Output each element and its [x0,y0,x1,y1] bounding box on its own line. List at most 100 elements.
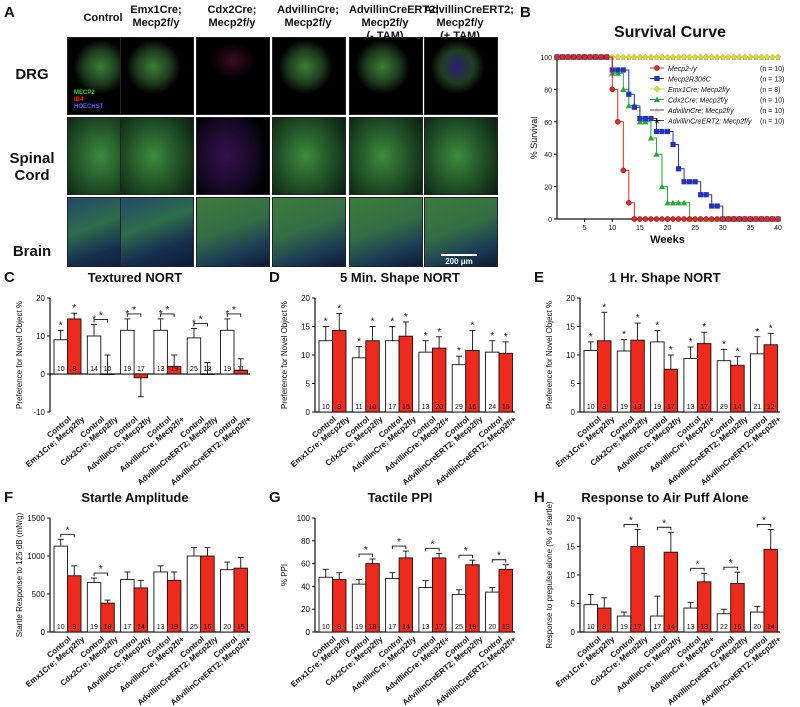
survival-point [664,199,671,206]
significance-star: * [165,305,169,316]
significance-star: * [364,545,368,556]
survival-point [620,167,627,174]
n-label: 16 [734,624,742,631]
significance-star: * [72,303,76,314]
n-label: 18 [700,624,708,631]
survival-point [664,53,671,61]
panel-letter: C [4,269,15,286]
survival-point [709,203,715,209]
survival-point [731,216,737,222]
n-label: 8 [602,404,606,411]
survival-point [631,104,637,110]
n-label: 12 [767,404,775,411]
n-label: 13 [687,404,695,411]
n-label: 11 [355,404,362,411]
survival-point [636,118,643,125]
survival-point [642,216,649,222]
significance-star: * [695,559,699,570]
scale-bar-line [441,254,477,256]
survival-point [637,115,643,122]
mutant-bar [630,339,645,413]
survival-point [653,151,660,157]
survival-x-tick-label: 10 [608,225,616,232]
y-tick-label: 5 [306,380,311,389]
survival-point [614,119,621,125]
control-bar [186,555,202,633]
survival-y-tick-label: 20 [544,185,552,192]
mutant-bar [398,335,414,413]
survival-x-tick-label: 15 [636,225,644,232]
n-label: 15 [237,624,245,631]
significance-star: * [390,317,394,328]
y-tick-label: 20 [566,514,575,523]
legend-series-name: Emx1Cre; Mecp2f/y [668,87,730,94]
significance-bracket [358,553,373,558]
survival-point [626,199,632,206]
y-tick-label: 20 [301,294,310,303]
survival-point [687,179,693,185]
survival-point [609,86,616,93]
mutant-bar [365,563,380,633]
panel-title: 5 Min. Shape NORT [340,270,460,285]
survival-point [774,53,782,61]
y-axis-label: % PPI [280,564,289,586]
survival-point [714,203,720,209]
survival-point [730,53,738,61]
survival-chart-title: Survival Curve [613,24,727,41]
n-label: 18 [469,624,477,631]
survival-point [631,53,638,61]
survival-point [658,183,666,190]
panel-title: Tactile PPI [368,490,433,505]
y-tick-label: 10 [566,351,575,360]
significance-star: * [470,320,474,331]
survival-point [603,54,610,60]
n-label: 20 [488,624,496,631]
significance-star: * [430,539,434,550]
significance-star: * [464,546,468,557]
n-label: 17 [388,404,396,411]
survival-point [653,128,660,135]
survival-point [724,53,732,61]
column-header-line: Mecp2f/y [361,17,409,29]
n-label: 13 [422,624,430,631]
n-label: 8 [72,366,76,373]
significance-bracket [458,554,473,559]
mutant-bar [597,340,612,413]
significance-star: * [655,320,659,331]
survival-point [587,54,593,60]
survival-point: ★ [653,117,660,126]
column-header-line: Mecp2f/y [436,17,484,29]
y-tick-label: 0 [41,370,46,379]
panel-title: Response to Air Puff Alone [581,490,748,505]
significance-star: * [662,518,666,529]
micrograph-brain-3 [272,197,346,267]
significance-star: * [337,303,341,314]
n-label: 17 [667,404,675,411]
n-label: 13 [687,624,695,631]
row-label-spinal-cord: Spinal Cord [9,150,55,184]
survival-x-tick-label: 5 [583,225,587,232]
survival-point [570,54,577,60]
micrograph-drg-2 [196,37,270,115]
n-label: 21 [753,404,761,411]
micrograph-spinal-cord-4 [349,117,423,195]
y-tick-label: 0 [306,408,311,417]
significance-star: * [729,558,733,569]
mutant-bar [663,551,679,633]
y-axis-label: Preference for Novel Object % [280,301,289,409]
n-label: 29 [720,404,728,411]
survival-point [598,54,605,60]
survival-x-tick-label: 20 [664,225,672,232]
row-label-brain: Brain [12,243,52,260]
y-tick-label: 5 [571,600,576,609]
x-label-mutant: Emx1Cre; Mecp2f/y [289,414,352,469]
survival-point [636,53,644,61]
significance-bracket [93,572,108,577]
survival-point [669,199,677,206]
survival-point [769,53,776,61]
control-bar [650,341,665,413]
survival-line [557,56,778,220]
survival-point [554,54,560,60]
significance-bracket [756,523,772,528]
